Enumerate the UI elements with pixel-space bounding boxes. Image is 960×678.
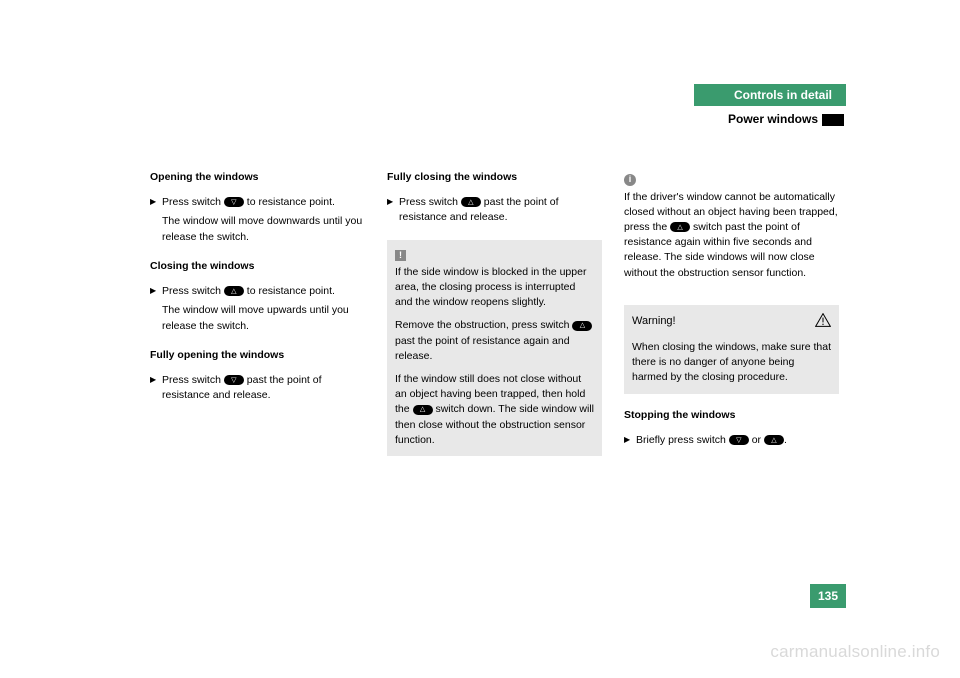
step: ▶ Press switch ▽ to resistance point.	[150, 195, 365, 210]
text: past the point of resistance again and r…	[395, 335, 570, 362]
step-text: Press switch ▽ to resistance point.	[162, 195, 365, 210]
bullet-icon: ▶	[150, 285, 162, 299]
info-text: If the driver's window cannot be automat…	[624, 190, 839, 281]
switch-up-icon: △	[224, 286, 244, 296]
info-box: i If the driver's window cannot be autom…	[624, 170, 839, 291]
caution-box: ! If the side window is blocked in the u…	[387, 240, 602, 456]
column-2: Fully closing the windows ▶ Press switch…	[387, 170, 602, 466]
result-text: The window will move downwards until you…	[162, 214, 365, 244]
text: Press switch	[162, 285, 221, 297]
column-3: i If the driver's window cannot be autom…	[624, 170, 839, 466]
bullet-icon: ▶	[387, 196, 399, 225]
warning-triangle-icon	[815, 313, 831, 332]
section-text: Power windows	[728, 112, 818, 126]
page-number: 135	[810, 584, 846, 608]
step: ▶ Press switch △ to resistance point.	[150, 284, 365, 299]
text: Press switch	[162, 196, 221, 208]
warning-body: When closing the windows, make sure that…	[632, 340, 831, 386]
bullet-icon: ▶	[624, 434, 636, 448]
result-text: The window will move upwards until you r…	[162, 303, 365, 333]
text: Press switch	[399, 196, 458, 208]
chapter-tab: Controls in detail	[694, 84, 846, 106]
heading-stopping: Stopping the windows	[624, 408, 839, 423]
switch-up-icon: △	[764, 435, 784, 445]
heading-opening: Opening the windows	[150, 170, 365, 185]
note-text: Remove the obstruction, press switch △ p…	[395, 318, 594, 364]
step-text: Briefly press switch ▽ or △.	[636, 433, 839, 448]
content-area: Opening the windows ▶ Press switch ▽ to …	[150, 170, 850, 466]
info-icon: i	[624, 174, 636, 186]
warning-box: Warning! When closing the windows, make …	[624, 305, 839, 394]
watermark: carmanualsonline.info	[770, 642, 940, 662]
step-text: Press switch △ past the point of resista…	[399, 195, 602, 225]
text: or	[752, 434, 761, 446]
bullet-icon: ▶	[150, 196, 162, 210]
step-text: Press switch △ to resistance point.	[162, 284, 365, 299]
step-text: Press switch ▽ past the point of resista…	[162, 373, 365, 403]
section-marker	[822, 114, 844, 126]
switch-down-icon: ▽	[729, 435, 749, 445]
step: ▶ Briefly press switch ▽ or △.	[624, 433, 839, 448]
text: Remove the obstruction, press switch	[395, 319, 570, 331]
column-1: Opening the windows ▶ Press switch ▽ to …	[150, 170, 365, 466]
heading-fully-opening: Fully opening the windows	[150, 348, 365, 363]
section-title: Power windows	[694, 112, 846, 126]
heading-closing: Closing the windows	[150, 259, 365, 274]
step: ▶ Press switch △ past the point of resis…	[387, 195, 602, 225]
switch-up-icon: △	[572, 321, 592, 331]
note-text: If the side window is blocked in the upp…	[395, 265, 594, 311]
heading-fully-closing: Fully closing the windows	[387, 170, 602, 185]
text: Press switch	[162, 374, 221, 386]
step: ▶ Press switch ▽ past the point of resis…	[150, 373, 365, 403]
warning-header: Warning!	[632, 313, 831, 336]
caution-icon: !	[395, 250, 406, 261]
text: Briefly press switch	[636, 434, 726, 446]
warning-title: Warning!	[632, 314, 676, 330]
text: to resistance point.	[247, 285, 335, 297]
switch-down-icon: ▽	[224, 375, 244, 385]
switch-down-icon: ▽	[224, 197, 244, 207]
switch-up-icon: △	[670, 222, 690, 232]
page-header: Controls in detail Power windows	[694, 84, 846, 126]
note-text: If the window still does not close witho…	[395, 372, 594, 448]
switch-up-icon: △	[461, 197, 481, 207]
bullet-icon: ▶	[150, 374, 162, 403]
text: .	[784, 434, 787, 446]
text: to resistance point.	[247, 196, 335, 208]
switch-up-icon: △	[413, 405, 433, 415]
